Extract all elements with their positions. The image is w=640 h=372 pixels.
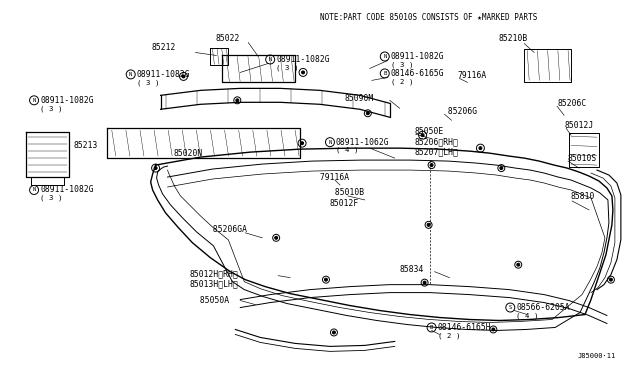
Text: 85012F: 85012F <box>330 199 359 208</box>
Text: ( 2 ): ( 2 ) <box>438 332 460 339</box>
Text: N: N <box>33 187 36 192</box>
Text: 85206GA: 85206GA <box>209 225 248 234</box>
Text: 79116A: 79116A <box>458 71 487 80</box>
Text: 85834: 85834 <box>400 265 424 274</box>
Text: 85212: 85212 <box>152 43 176 52</box>
Text: N: N <box>383 54 387 59</box>
Circle shape <box>324 278 328 281</box>
Text: N: N <box>33 98 36 103</box>
Text: ( 4 ): ( 4 ) <box>516 312 539 319</box>
Text: 85206〈RH〉: 85206〈RH〉 <box>415 138 458 147</box>
Text: NOTE:PART CODE 85010S CONSISTS OF ★MARKED PARTS: NOTE:PART CODE 85010S CONSISTS OF ★MARKE… <box>320 13 538 22</box>
Circle shape <box>366 112 369 115</box>
Circle shape <box>492 328 495 331</box>
Text: 85210B: 85210B <box>499 34 527 43</box>
Text: N: N <box>129 72 132 77</box>
Text: 85050A: 85050A <box>195 296 230 305</box>
Text: 79116A: 79116A <box>315 173 349 182</box>
Text: 85206C: 85206C <box>557 99 586 108</box>
Text: S: S <box>509 305 512 310</box>
Text: ( 3 ): ( 3 ) <box>276 64 299 71</box>
Circle shape <box>500 167 503 170</box>
Text: 85206G: 85206G <box>442 107 477 116</box>
Circle shape <box>423 281 426 284</box>
Text: 85213: 85213 <box>74 141 99 150</box>
Text: 85090M: 85090M <box>345 94 374 103</box>
Circle shape <box>479 147 482 150</box>
Text: 85810: 85810 <box>570 192 595 202</box>
Circle shape <box>236 99 239 102</box>
Circle shape <box>430 164 433 167</box>
Text: 85020N: 85020N <box>173 149 203 158</box>
Text: B: B <box>383 71 387 76</box>
Text: ( 3 ): ( 3 ) <box>40 195 63 201</box>
Text: 08146-6165H: 08146-6165H <box>438 323 491 332</box>
Text: 85022: 85022 <box>216 34 240 43</box>
Text: 85010S: 85010S <box>567 154 596 163</box>
Text: 85013H〈LH〉: 85013H〈LH〉 <box>189 279 238 288</box>
Text: 85012H〈RH〉: 85012H〈RH〉 <box>189 269 238 278</box>
Circle shape <box>516 263 520 266</box>
Text: ( 2 ): ( 2 ) <box>391 78 413 85</box>
Text: 08911-1062G: 08911-1062G <box>336 138 390 147</box>
Circle shape <box>609 278 612 281</box>
Circle shape <box>154 167 157 170</box>
Text: ( 4 ): ( 4 ) <box>336 147 358 153</box>
Text: 08911-1082G: 08911-1082G <box>40 96 93 105</box>
Circle shape <box>275 236 278 239</box>
Text: 08911-1082G: 08911-1082G <box>391 52 444 61</box>
Text: 08911-1082G: 08911-1082G <box>40 186 93 195</box>
Text: 08911-1082G: 08911-1082G <box>137 70 190 79</box>
Circle shape <box>427 223 430 226</box>
Circle shape <box>332 331 335 334</box>
Text: 85207〈LH〉: 85207〈LH〉 <box>415 148 458 157</box>
Text: 85012J: 85012J <box>564 121 593 130</box>
Circle shape <box>301 142 303 145</box>
Circle shape <box>182 75 185 78</box>
Text: 08911-1082G: 08911-1082G <box>276 55 330 64</box>
Circle shape <box>421 134 424 137</box>
Text: 08146-6165G: 08146-6165G <box>391 69 444 78</box>
Text: 85050E: 85050E <box>415 127 444 136</box>
Text: 85010B: 85010B <box>330 189 364 198</box>
Circle shape <box>301 71 305 74</box>
Text: B: B <box>430 325 433 330</box>
Text: ( 3 ): ( 3 ) <box>137 79 159 86</box>
Text: N: N <box>328 140 332 145</box>
Text: 08566-6205A: 08566-6205A <box>516 303 570 312</box>
Text: J85000·11: J85000·11 <box>578 353 616 359</box>
Text: N: N <box>269 57 272 62</box>
Text: ( 3 ): ( 3 ) <box>40 105 63 112</box>
Text: ( 3 ): ( 3 ) <box>391 61 413 68</box>
